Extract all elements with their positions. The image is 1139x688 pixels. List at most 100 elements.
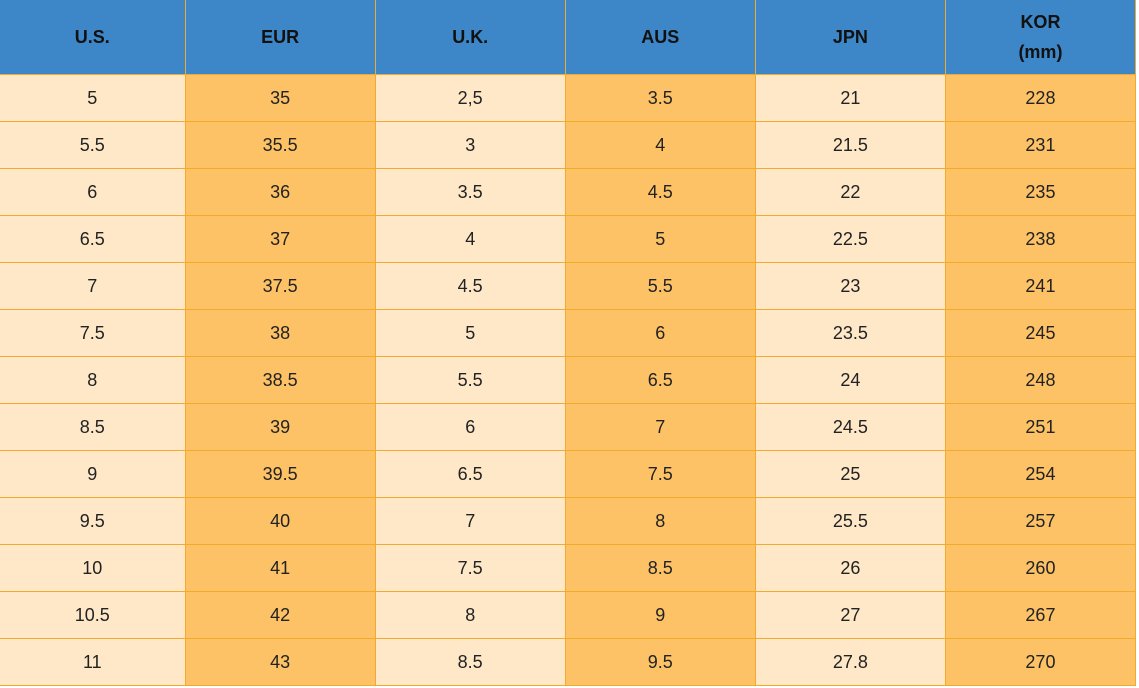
header-row: U.S. EUR U.K. AUS JPN KOR (mm) — [0, 0, 1137, 75]
table-cell: 35.5 — [184, 121, 376, 169]
table-cell: 7.5 — [564, 450, 756, 498]
table-cell: 5.5 — [564, 262, 756, 310]
table-cell: 37 — [184, 215, 376, 263]
table-row: 7 37.5 4.5 5.5 23 241 — [0, 262, 1137, 310]
table-cell: 27 — [754, 591, 946, 639]
table-row: 10 41 7.5 8.5 26 260 — [0, 544, 1137, 592]
table-cell: 8 — [564, 497, 756, 545]
header-cell: JPN — [754, 0, 946, 75]
table-cell: 37.5 — [184, 262, 376, 310]
table-cell: 5 — [564, 215, 756, 263]
table-row: 6.5 37 4 5 22.5 238 — [0, 215, 1137, 263]
table-cell: 8.5 — [0, 403, 186, 451]
table-cell: 26 — [754, 544, 946, 592]
table-cell: 10.5 — [0, 591, 186, 639]
table-cell: 6 — [0, 168, 186, 216]
table-cell: 39 — [184, 403, 376, 451]
table-cell: 38 — [184, 309, 376, 357]
table-cell: 5 — [374, 309, 566, 357]
table-body: 5 35 2,5 3.5 21 228 5.5 35.5 3 4 21.5 231 6 36 3.5 4.5 2… — [0, 74, 1137, 686]
table-cell: 248 — [944, 356, 1137, 404]
table-row: 11 43 8.5 9.5 27.8 270 — [0, 638, 1137, 686]
table-cell: 21 — [754, 74, 946, 122]
table-cell: 4 — [374, 215, 566, 263]
table-cell: 267 — [944, 591, 1137, 639]
header-cell: AUS — [564, 0, 756, 75]
table-cell: 3.5 — [564, 74, 756, 122]
table-cell: 9 — [564, 591, 756, 639]
table-cell: 25 — [754, 450, 946, 498]
table-cell: 7 — [564, 403, 756, 451]
header-cell: KOR (mm) — [944, 0, 1137, 75]
table-cell: 8.5 — [564, 544, 756, 592]
table-cell: 3.5 — [374, 168, 566, 216]
table-cell: 251 — [944, 403, 1137, 451]
table-cell: 8 — [0, 356, 186, 404]
table-cell: 9 — [0, 450, 186, 498]
table-row: 7.5 38 5 6 23.5 245 — [0, 309, 1137, 357]
table-cell: 4 — [564, 121, 756, 169]
table-cell: 21.5 — [754, 121, 946, 169]
table-cell: 2,5 — [374, 74, 566, 122]
table-row: 10.5 42 8 9 27 267 — [0, 591, 1137, 639]
table-cell: 270 — [944, 638, 1137, 686]
table-cell: 9.5 — [0, 497, 186, 545]
table-cell: 22.5 — [754, 215, 946, 263]
table-cell: 35 — [184, 74, 376, 122]
table-cell: 6 — [374, 403, 566, 451]
table-cell: 42 — [184, 591, 376, 639]
table-cell: 238 — [944, 215, 1137, 263]
table-cell: 22 — [754, 168, 946, 216]
table-cell: 245 — [944, 309, 1137, 357]
table-cell: 6 — [564, 309, 756, 357]
table-cell: 38.5 — [184, 356, 376, 404]
table-row: 9.5 40 7 8 25.5 257 — [0, 497, 1137, 545]
header-cell: U.S. — [0, 0, 186, 75]
table-cell: 7 — [374, 497, 566, 545]
table-cell: 7.5 — [374, 544, 566, 592]
table-cell: 8 — [374, 591, 566, 639]
table-cell: 241 — [944, 262, 1137, 310]
table-cell: 254 — [944, 450, 1137, 498]
table-cell: 231 — [944, 121, 1137, 169]
table-header: U.S. EUR U.K. AUS JPN KOR (mm) — [0, 0, 1137, 75]
table-cell: 40 — [184, 497, 376, 545]
table-row: 6 36 3.5 4.5 22 235 — [0, 168, 1137, 216]
table-cell: 228 — [944, 74, 1137, 122]
table-cell: 6.5 — [0, 215, 186, 263]
table-cell: 4.5 — [374, 262, 566, 310]
table-cell: 5.5 — [0, 121, 186, 169]
table-cell: 4.5 — [564, 168, 756, 216]
table-cell: 6.5 — [564, 356, 756, 404]
table-cell: 43 — [184, 638, 376, 686]
table-cell: 3 — [374, 121, 566, 169]
table-cell: 260 — [944, 544, 1137, 592]
table-cell: 23 — [754, 262, 946, 310]
table-cell: 5.5 — [374, 356, 566, 404]
table-cell: 235 — [944, 168, 1137, 216]
table-cell: 257 — [944, 497, 1137, 545]
table-cell: 24 — [754, 356, 946, 404]
table-row: 5.5 35.5 3 4 21.5 231 — [0, 121, 1137, 169]
header-cell: U.K. — [374, 0, 566, 75]
table-cell: 41 — [184, 544, 376, 592]
table-cell: 9.5 — [564, 638, 756, 686]
table-row: 9 39.5 6.5 7.5 25 254 — [0, 450, 1137, 498]
table-cell: 36 — [184, 168, 376, 216]
table-cell: 39.5 — [184, 450, 376, 498]
table-cell: 10 — [0, 544, 186, 592]
table-cell: 24.5 — [754, 403, 946, 451]
table-row: 8.5 39 6 7 24.5 251 — [0, 403, 1137, 451]
table-cell: 5 — [0, 74, 186, 122]
table-cell: 27.8 — [754, 638, 946, 686]
table-row: 8 38.5 5.5 6.5 24 248 — [0, 356, 1137, 404]
table-cell: 6.5 — [374, 450, 566, 498]
table-cell: 7 — [0, 262, 186, 310]
table-cell: 8.5 — [374, 638, 566, 686]
table-cell: 25.5 — [754, 497, 946, 545]
table-row: 5 35 2,5 3.5 21 228 — [0, 74, 1137, 122]
table-cell: 7.5 — [0, 309, 186, 357]
table-cell: 11 — [0, 638, 186, 686]
